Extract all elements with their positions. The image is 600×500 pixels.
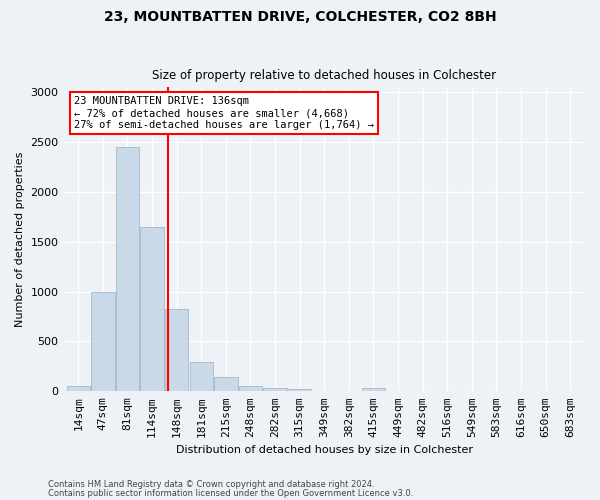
Bar — [239, 386, 262, 392]
Bar — [362, 388, 385, 392]
Bar — [288, 389, 311, 392]
Bar — [190, 362, 213, 392]
Title: Size of property relative to detached houses in Colchester: Size of property relative to detached ho… — [152, 69, 496, 82]
Bar — [67, 386, 90, 392]
Text: Contains public sector information licensed under the Open Government Licence v3: Contains public sector information licen… — [48, 490, 413, 498]
Text: Contains HM Land Registry data © Crown copyright and database right 2024.: Contains HM Land Registry data © Crown c… — [48, 480, 374, 489]
Bar — [263, 388, 287, 392]
Text: 23 MOUNTBATTEN DRIVE: 136sqm
← 72% of detached houses are smaller (4,668)
27% of: 23 MOUNTBATTEN DRIVE: 136sqm ← 72% of de… — [74, 96, 374, 130]
Bar — [91, 292, 115, 392]
Text: 23, MOUNTBATTEN DRIVE, COLCHESTER, CO2 8BH: 23, MOUNTBATTEN DRIVE, COLCHESTER, CO2 8… — [104, 10, 496, 24]
Bar — [116, 147, 139, 392]
Bar — [165, 308, 188, 392]
Bar — [214, 377, 238, 392]
Bar — [140, 227, 164, 392]
Y-axis label: Number of detached properties: Number of detached properties — [15, 152, 25, 327]
X-axis label: Distribution of detached houses by size in Colchester: Distribution of detached houses by size … — [176, 445, 473, 455]
